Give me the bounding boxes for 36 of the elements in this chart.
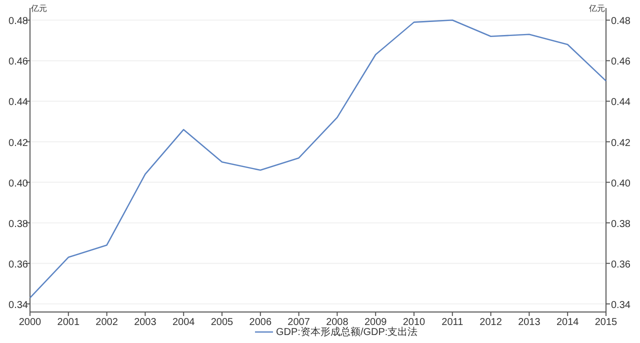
y2-tick-label: 0.44 xyxy=(611,97,631,108)
y2-tick-label: 0.42 xyxy=(611,138,631,149)
x-tick-label: 2011 xyxy=(442,317,464,328)
x-tick-label: 2003 xyxy=(134,317,157,328)
y-tick-label: 0.38 xyxy=(8,218,28,230)
y-tick-label: 0.48 xyxy=(8,16,28,28)
x-tick-label: 2015 xyxy=(594,317,618,328)
y-axis-title: 亿元 xyxy=(30,4,47,13)
x-tick-label: 2014 xyxy=(556,317,580,328)
y2-tick-label: 0.38 xyxy=(611,218,631,230)
y-tick-label: 0.42 xyxy=(8,138,28,149)
x-tick-label: 2010 xyxy=(402,317,426,328)
y2-tick-label: 0.40 xyxy=(611,178,631,190)
y2-tick-label: 0.36 xyxy=(611,259,631,270)
y2-tick-label: 0.46 xyxy=(611,56,631,68)
x-tick-label: 2009 xyxy=(364,317,388,328)
x-tick-label: 2008 xyxy=(326,317,349,328)
x-tick-label: 2007 xyxy=(288,317,310,328)
y2-tick-label: 0.48 xyxy=(611,16,631,28)
y-tick-label: 0.34 xyxy=(8,300,28,311)
y-tick-label: 0.36 xyxy=(8,259,28,270)
x-tick-label: 2004 xyxy=(172,317,196,328)
x-tick-label: 2006 xyxy=(249,317,272,328)
y-tick-label: 0.40 xyxy=(8,178,28,190)
y-tick-label: 0.46 xyxy=(8,56,28,68)
x-tick-label: 2000 xyxy=(18,317,42,328)
x-tick-label: 2002 xyxy=(96,317,118,328)
legend-label: GDP:资本形成总额/GDP:支出法 xyxy=(276,326,418,338)
x-tick-label: 2001 xyxy=(57,317,80,328)
line-series xyxy=(29,20,607,298)
x-tick-label: 2005 xyxy=(210,317,234,328)
x-tick-label: 2012 xyxy=(480,317,502,328)
y2-axis-title: 亿元 xyxy=(588,4,605,13)
x-tick-label: 2013 xyxy=(518,317,541,328)
y2-tick-label: 0.34 xyxy=(611,300,631,311)
y-tick-label: 0.44 xyxy=(8,97,28,108)
